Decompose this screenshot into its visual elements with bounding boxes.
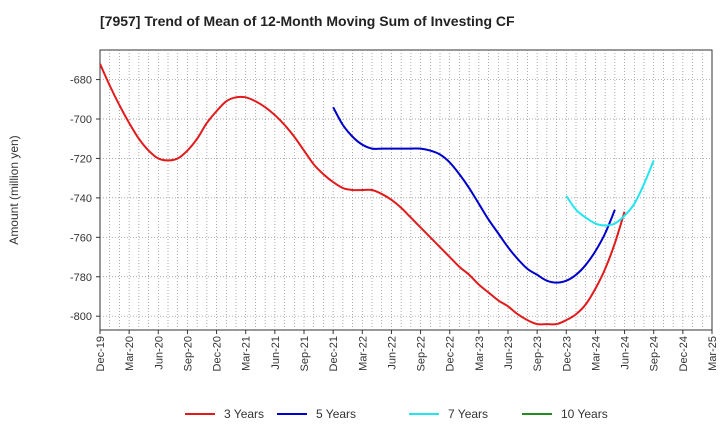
chart-title: [7957] Trend of Mean of 12-Month Moving … xyxy=(100,13,515,29)
x-tick-label: Jun-20 xyxy=(153,336,165,370)
series-line-7-years xyxy=(565,160,655,227)
x-tick-label: Mar-20 xyxy=(124,336,136,371)
legend-label-10-years: 10 Years xyxy=(561,407,608,421)
x-tick-label: Mar-23 xyxy=(474,336,486,371)
x-tick-label: Jun-22 xyxy=(386,336,398,370)
x-tick-label: Sep-22 xyxy=(416,336,428,371)
x-tick-label: Sep-24 xyxy=(649,336,661,371)
y-tick-label: -680 xyxy=(70,75,92,87)
y-tick-label: -700 xyxy=(70,114,92,126)
legend-label-3-years: 3 Years xyxy=(224,407,264,421)
x-tick-label: Jun-24 xyxy=(620,336,632,370)
y-tick-label: -780 xyxy=(70,272,92,284)
x-tick-label: Sep-20 xyxy=(182,336,194,371)
y-tick-label: -720 xyxy=(70,153,92,165)
x-tick-label: Jun-21 xyxy=(270,336,282,370)
plot-area xyxy=(99,49,713,331)
x-tick-label: Mar-24 xyxy=(590,336,602,371)
x-tick-label: Sep-21 xyxy=(299,336,311,371)
x-tick-label: Jun-23 xyxy=(503,336,515,370)
x-tick-label: Mar-22 xyxy=(357,336,369,371)
x-tick-label: Mar-21 xyxy=(241,336,253,371)
x-tick-label: Dec-23 xyxy=(561,336,573,371)
y-tick-label: -800 xyxy=(70,311,92,323)
y-tick-label: -740 xyxy=(70,193,92,205)
x-tick-label: Dec-24 xyxy=(678,336,690,371)
series-line-3-years xyxy=(100,63,626,326)
x-tick-label: Dec-21 xyxy=(328,336,340,371)
x-tick-label: Dec-19 xyxy=(95,336,107,371)
y-axis-title: Amount (million yen) xyxy=(7,135,21,244)
x-tick-label: Dec-20 xyxy=(212,336,224,371)
y-tick-label: -760 xyxy=(70,232,92,244)
x-tick-label: Mar-25 xyxy=(707,336,719,371)
legend-label-7-years: 7 Years xyxy=(448,407,488,421)
legend-label-5-years: 5 Years xyxy=(316,407,356,421)
x-tick-label: Dec-22 xyxy=(445,336,457,371)
x-tick-label: Sep-23 xyxy=(532,336,544,371)
series-line-5-years xyxy=(332,106,616,284)
